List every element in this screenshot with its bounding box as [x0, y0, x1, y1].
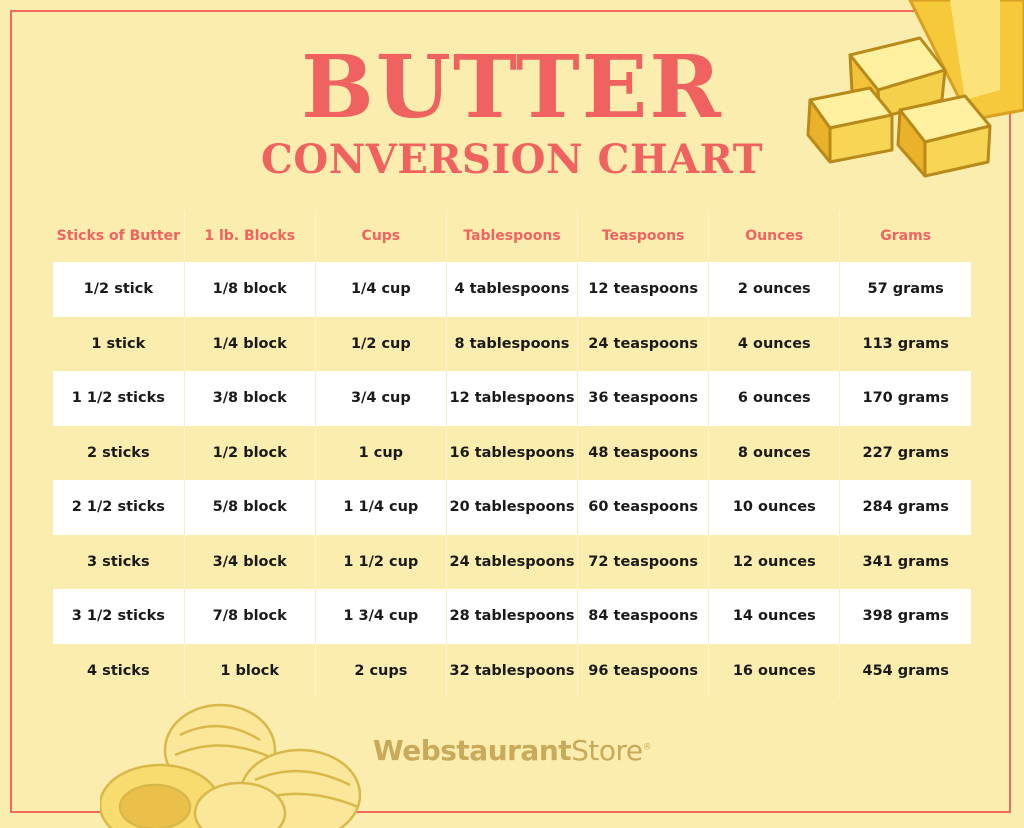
- table-cell: 36 teaspoons: [577, 371, 709, 426]
- table-cell: 5/8 block: [183, 480, 316, 535]
- table-cell: 6 ounces: [708, 371, 840, 426]
- table-cell: 3/8 block: [183, 371, 316, 426]
- table-cell: 2 ounces: [708, 262, 840, 317]
- table-cell: 1/2 block: [183, 425, 316, 480]
- table-cell: 1 cup: [314, 425, 447, 480]
- table-cell: 1 block: [183, 643, 316, 698]
- table-row: 2 1/2 sticks 5/8 block 1 1/4 cup 20 tablesp…: [53, 480, 971, 535]
- table-cell: 454 grams: [839, 643, 971, 698]
- table-cell: 170 grams: [839, 371, 971, 426]
- table-cell: 4 tablespoons: [445, 262, 578, 317]
- table-cell: 16 tablespoons: [445, 425, 578, 480]
- table-cell: 1/8 block: [183, 262, 316, 317]
- page-border: [10, 10, 1011, 813]
- table-cell: 1 3/4 cup: [314, 589, 447, 644]
- table-cell: 12 ounces: [708, 534, 840, 589]
- table-cell: 4 ounces: [708, 316, 840, 371]
- table-cell: 8 ounces: [708, 425, 840, 480]
- table-cell: 1/4 block: [183, 316, 316, 371]
- table-row: 1/2 stick 1/8 block 1/4 cup 4 tablespoons 12…: [53, 262, 971, 317]
- table-row: 3 1/2 sticks 7/8 block 1 3/4 cup 28 tablesp…: [53, 589, 971, 644]
- table-row: 1 stick 1/4 block 1/2 cup 8 tablespoons 24 t…: [53, 316, 971, 371]
- table-cell: 2 cups: [314, 643, 447, 698]
- column-header: Sticks of Butter: [56, 228, 181, 244]
- column-header: 1 lb. Blocks: [183, 210, 316, 262]
- table-cell: 227 grams: [839, 425, 971, 480]
- page-title: BUTTER: [301, 37, 723, 138]
- table-cell: 24 teaspoons: [577, 316, 709, 371]
- webstaurantstore-logo: WebstaurantStore®: [372, 734, 652, 767]
- table-row: 4 sticks 1 block 2 cups 32 tablespoons 96 te…: [53, 643, 971, 698]
- table-cell: 398 grams: [839, 589, 971, 644]
- table-cell: 341 grams: [839, 534, 971, 589]
- column-header: Ounces: [708, 210, 840, 262]
- page-subtitle: CONVERSION CHART: [261, 136, 763, 183]
- table-cell: 32 tablespoons: [445, 643, 578, 698]
- table-cell: 20 tablespoons: [445, 480, 578, 535]
- table-cell: 14 ounces: [708, 589, 840, 644]
- table-cell: 113 grams: [839, 316, 971, 371]
- table-cell: 1 1/2 sticks: [53, 371, 185, 426]
- column-header: Tablespoons: [445, 210, 578, 262]
- column-header: Grams: [839, 210, 971, 262]
- table-cell: 1 1/4 cup: [314, 480, 447, 535]
- table-cell: 84 teaspoons: [577, 589, 709, 644]
- table-row: 3 sticks 3/4 block 1 1/2 cup 24 tablespoons…: [53, 534, 971, 589]
- table-cell: 3 sticks: [87, 553, 150, 570]
- table-cell: 72 teaspoons: [577, 534, 709, 589]
- table-cell: 1/2 cup: [314, 316, 447, 371]
- table-cell: 4 sticks: [87, 662, 150, 679]
- table-cell: 8 tablespoons: [445, 316, 578, 371]
- table-cell: 1/4 cup: [314, 262, 447, 317]
- table-cell: 7/8 block: [183, 589, 316, 644]
- column-header: Teaspoons: [577, 210, 709, 262]
- table-cell: 1 stick: [91, 335, 146, 352]
- column-header: Cups: [314, 210, 447, 262]
- butter-cubes-icon: [806, 0, 1024, 178]
- table-header-row: Sticks of Butter 1 lb. Blocks Cups Tablespo…: [53, 210, 971, 262]
- table-cell: 284 grams: [839, 480, 971, 535]
- butter-curls-icon: [100, 703, 362, 828]
- table-cell: 3/4 block: [183, 534, 316, 589]
- table-cell: 1/2 stick: [53, 262, 185, 317]
- table-cell: 16 ounces: [708, 643, 840, 698]
- table-cell: 2 1/2 sticks: [53, 480, 185, 535]
- table-cell: 28 tablespoons: [445, 589, 578, 644]
- table-cell: 60 teaspoons: [577, 480, 709, 535]
- table-cell: 12 teaspoons: [577, 262, 709, 317]
- table-cell: 24 tablespoons: [445, 534, 578, 589]
- table-row: 1 1/2 sticks 3/8 block 3/4 cup 12 tablespoo…: [53, 371, 971, 426]
- table-cell: 57 grams: [839, 262, 971, 317]
- table-cell: 96 teaspoons: [577, 643, 709, 698]
- table-cell: 10 ounces: [708, 480, 840, 535]
- table-cell: 3/4 cup: [314, 371, 447, 426]
- table-cell: 1 1/2 cup: [314, 534, 447, 589]
- conversion-table: Sticks of Butter 1 lb. Blocks Cups Tablespo…: [53, 210, 971, 698]
- table-cell: 48 teaspoons: [577, 425, 709, 480]
- table-cell: 3 1/2 sticks: [53, 589, 185, 644]
- table-row: 2 sticks 1/2 block 1 cup 16 tablespoons 48 t…: [53, 425, 971, 480]
- table-cell: 12 tablespoons: [445, 371, 578, 426]
- table-cell: 2 sticks: [87, 444, 150, 461]
